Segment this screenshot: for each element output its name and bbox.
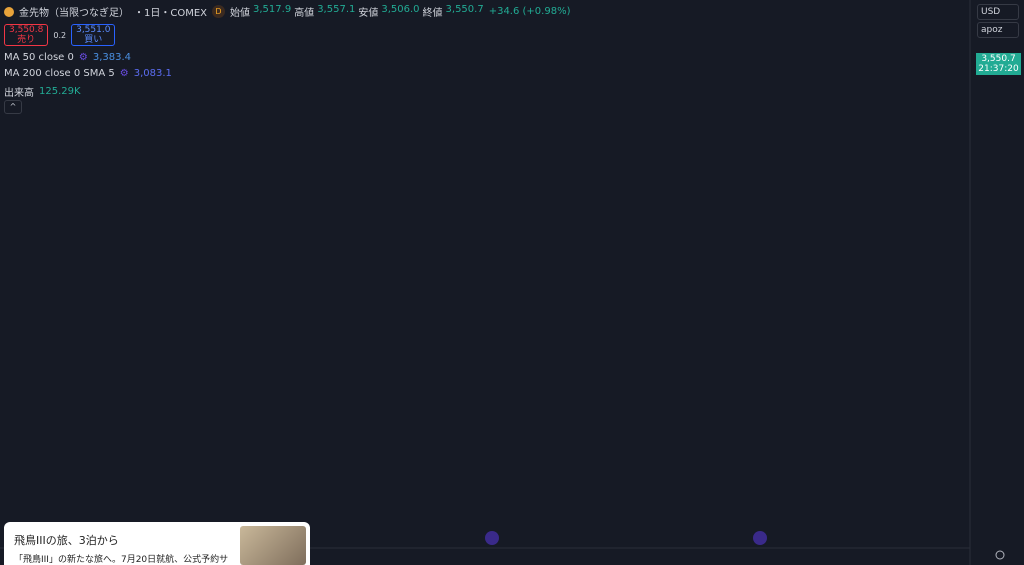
ohlc-value: 3,506.0 [381, 4, 420, 15]
indicator-row: MA 200 close 0 SMA 5 ⚙ 3,083.1 [4, 68, 172, 79]
indicator-name: 出来高 [4, 88, 34, 99]
ad-text: 「飛鳥III」の新たな旅へ。7月20日就航、公式予約サ [14, 555, 229, 565]
sell-price: 3,550.8 [9, 25, 44, 35]
currency[interactable]: USD [977, 4, 1019, 20]
indicator-value: 3,383.4 [92, 52, 131, 63]
buy-label: 買い [84, 35, 103, 45]
ohlc-label: 始値 [230, 8, 251, 19]
event-icon[interactable] [753, 531, 767, 545]
interval: ・1日・COMEX [134, 8, 208, 19]
ohlc: 始値 3,517.9 高値 3,557.1 安値 3,506.0 終値 3,550.7 [230, 4, 484, 19]
spread: 0.2 [53, 30, 67, 40]
ad-image [240, 526, 306, 565]
ad-banner[interactable]: 飛鳥IIIの旅、3泊から 「飛鳥III」の新たな旅へ。7月20日就航、公式予約サ [4, 522, 310, 565]
indicator-row: MA 50 close 0 ⚙ 3,383.4 [4, 52, 131, 63]
event-icon[interactable] [485, 531, 499, 545]
ad-title: 飛鳥IIIの旅、3泊から [14, 534, 119, 547]
ohlc-value: 3,517.9 [253, 4, 292, 15]
symbol-row: 金先物（当限つなぎ足） ・1日・COMEX D 始値 3,517.9 高値 3,557… [4, 4, 570, 19]
trade-row: 3,550.8 売り 0.2 3,551.0 買い [4, 24, 116, 46]
settings-icon[interactable] [995, 550, 1005, 560]
last-price: 3,550.7 [981, 53, 1016, 64]
last-price-label: 3,550.7 21:37:20 [976, 52, 1021, 75]
buy-price: 3,551.0 [76, 25, 111, 35]
sell-label: 売り [17, 35, 36, 45]
ohlc-label: 安値 [358, 8, 379, 19]
indicator-value: 125.29K [39, 86, 81, 97]
badge: D [212, 5, 226, 18]
scale[interactable]: apoz [977, 22, 1019, 38]
change: +34.6 (+0.98%) [488, 6, 571, 17]
ohlc-label: 高値 [294, 8, 315, 19]
symbol-icon [4, 6, 14, 17]
ohlc-value: 3,550.7 [445, 4, 484, 15]
sell-button[interactable]: 3,550.8 売り [4, 24, 49, 46]
collapse-button[interactable]: ^ [4, 100, 22, 114]
symbol: 金先物（当限つなぎ足） [19, 8, 129, 19]
axis-controls: USD apoz [977, 4, 1019, 38]
indicator-value: 3,083.1 [133, 68, 172, 79]
indicator-row: 出来高 125.29K [4, 84, 81, 99]
indicator-name: MA 50 close 0 [4, 52, 74, 63]
indicator-name: MA 200 close 0 SMA 5 [4, 68, 115, 79]
ohlc-value: 3,557.1 [317, 4, 356, 15]
ohlc-label: 終値 [422, 8, 443, 19]
buy-button[interactable]: 3,551.0 買い [71, 24, 116, 46]
countdown: 21:37:20 [978, 63, 1019, 74]
